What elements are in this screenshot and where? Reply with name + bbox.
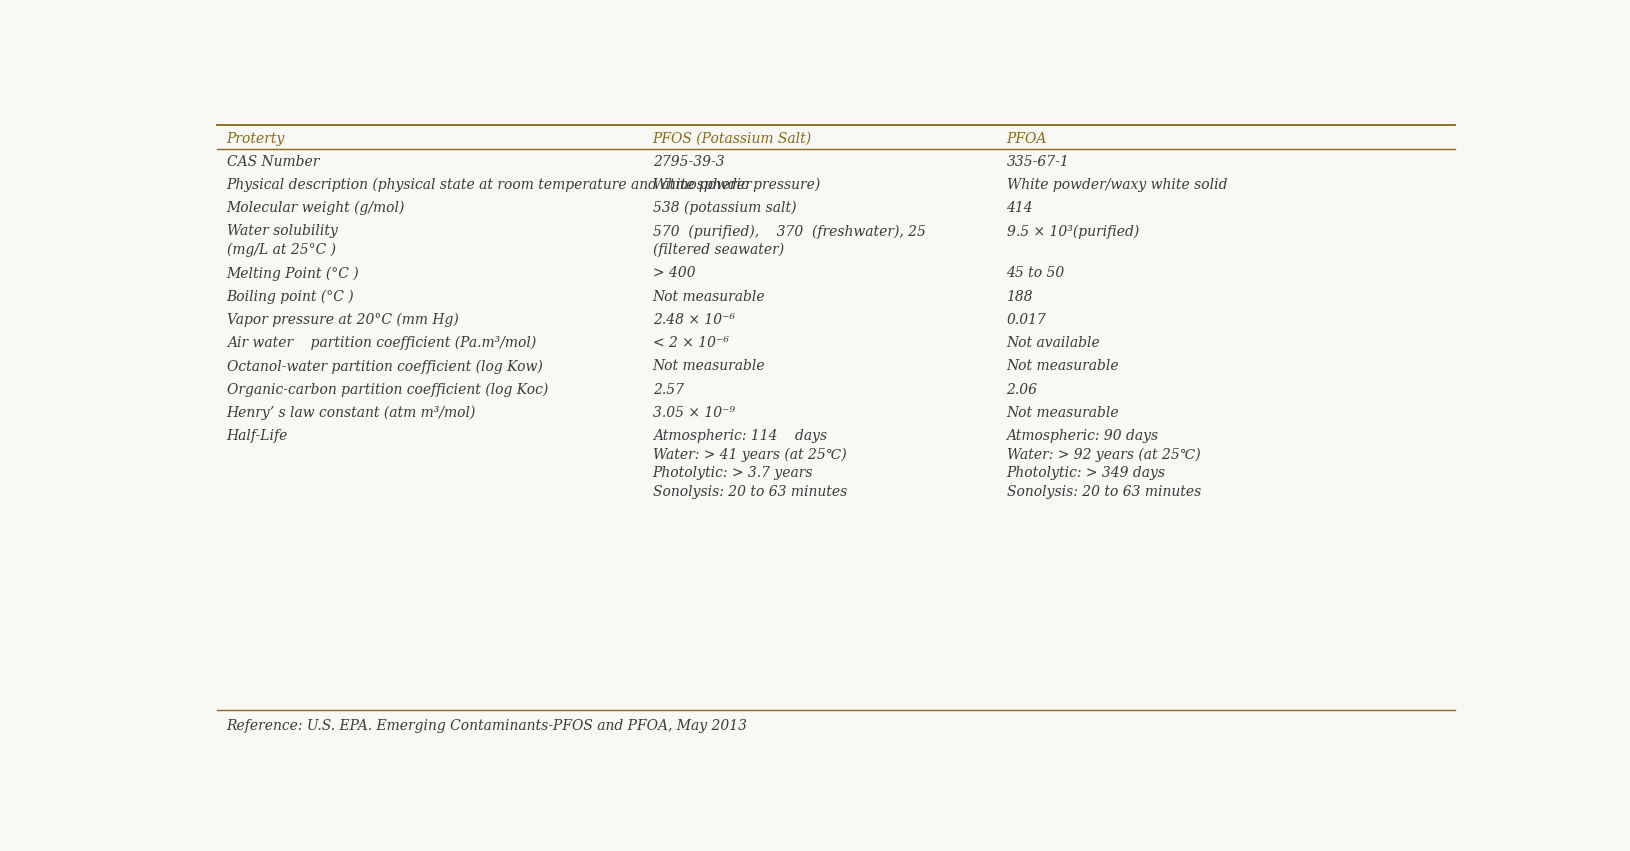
Text: Half-Life: Half-Life (227, 429, 289, 443)
Text: White powder: White powder (652, 178, 751, 191)
Text: 9.5 × 10³(purified): 9.5 × 10³(purified) (1006, 225, 1138, 239)
Text: Atmospheric: 90 days: Atmospheric: 90 days (1006, 429, 1157, 443)
Text: 2.48 × 10⁻⁶: 2.48 × 10⁻⁶ (652, 313, 734, 327)
Text: 0.017: 0.017 (1006, 313, 1046, 327)
Text: Boiling point (°C ): Boiling point (°C ) (227, 289, 354, 304)
Text: 335-67-1: 335-67-1 (1006, 155, 1069, 168)
Text: 414: 414 (1006, 201, 1032, 215)
Text: Sonolysis: 20 to 63 minutes: Sonolysis: 20 to 63 minutes (652, 485, 846, 500)
Text: Not available: Not available (1006, 336, 1100, 350)
Text: Not measurable: Not measurable (652, 359, 764, 374)
Text: Henry’ s law constant (atm m³/mol): Henry’ s law constant (atm m³/mol) (227, 406, 476, 420)
Text: PFOS (Potassium Salt): PFOS (Potassium Salt) (652, 132, 812, 146)
Text: 538 (potassium salt): 538 (potassium salt) (652, 201, 795, 215)
Text: Physical description (physical state at room temperature and atmospheric pressur: Physical description (physical state at … (227, 178, 820, 192)
Text: White powder/waxy white solid: White powder/waxy white solid (1006, 178, 1226, 191)
Text: Molecular weight (g/mol): Molecular weight (g/mol) (227, 201, 404, 215)
Text: Atmospheric: 114    days: Atmospheric: 114 days (652, 429, 826, 443)
Text: Not measurable: Not measurable (1006, 359, 1118, 374)
Text: 2.06: 2.06 (1006, 383, 1037, 397)
Text: Sonolysis: 20 to 63 minutes: Sonolysis: 20 to 63 minutes (1006, 485, 1200, 500)
Text: > 400: > 400 (652, 266, 694, 280)
Text: Water solubility: Water solubility (227, 225, 337, 238)
Text: Photolytic: > 349 days: Photolytic: > 349 days (1006, 466, 1165, 481)
Text: Octanol-water partition coefficient (log Kow): Octanol-water partition coefficient (log… (227, 359, 543, 374)
Text: Not measurable: Not measurable (1006, 406, 1118, 420)
Text: Photolytic: > 3.7 years: Photolytic: > 3.7 years (652, 466, 813, 481)
Text: (filtered seawater): (filtered seawater) (652, 243, 784, 257)
Text: < 2 × 10⁻⁶: < 2 × 10⁻⁶ (652, 336, 729, 350)
Text: Melting Point (°C ): Melting Point (°C ) (227, 266, 359, 281)
Text: Organic-carbon partition coefficient (log Koc): Organic-carbon partition coefficient (lo… (227, 383, 548, 397)
Text: Reference: U.S. EPA. Emerging Contaminants-PFOS and PFOA, May 2013: Reference: U.S. EPA. Emerging Contaminan… (227, 719, 747, 734)
Text: Vapor pressure at 20°C (mm Hg): Vapor pressure at 20°C (mm Hg) (227, 313, 458, 327)
Text: Water: > 92 years (at 25℃): Water: > 92 years (at 25℃) (1006, 448, 1200, 462)
Text: CAS Number: CAS Number (227, 155, 319, 168)
Text: PFOA: PFOA (1006, 132, 1046, 146)
Text: 3.05 × 10⁻⁹: 3.05 × 10⁻⁹ (652, 406, 734, 420)
Text: Not measurable: Not measurable (652, 289, 764, 304)
Text: Proterty: Proterty (227, 132, 285, 146)
Text: 188: 188 (1006, 289, 1032, 304)
Text: Air water    partition coefficient (Pa.m³/mol): Air water partition coefficient (Pa.m³/m… (227, 336, 536, 351)
Text: (mg/L at 25°C ): (mg/L at 25°C ) (227, 243, 336, 257)
Text: Water: > 41 years (at 25℃): Water: > 41 years (at 25℃) (652, 448, 846, 462)
Text: 570  (purified),    370  (freshwater), 25: 570 (purified), 370 (freshwater), 25 (652, 225, 924, 239)
Text: 45 to 50: 45 to 50 (1006, 266, 1064, 280)
Text: 2795-39-3: 2795-39-3 (652, 155, 724, 168)
Text: 2.57: 2.57 (652, 383, 683, 397)
